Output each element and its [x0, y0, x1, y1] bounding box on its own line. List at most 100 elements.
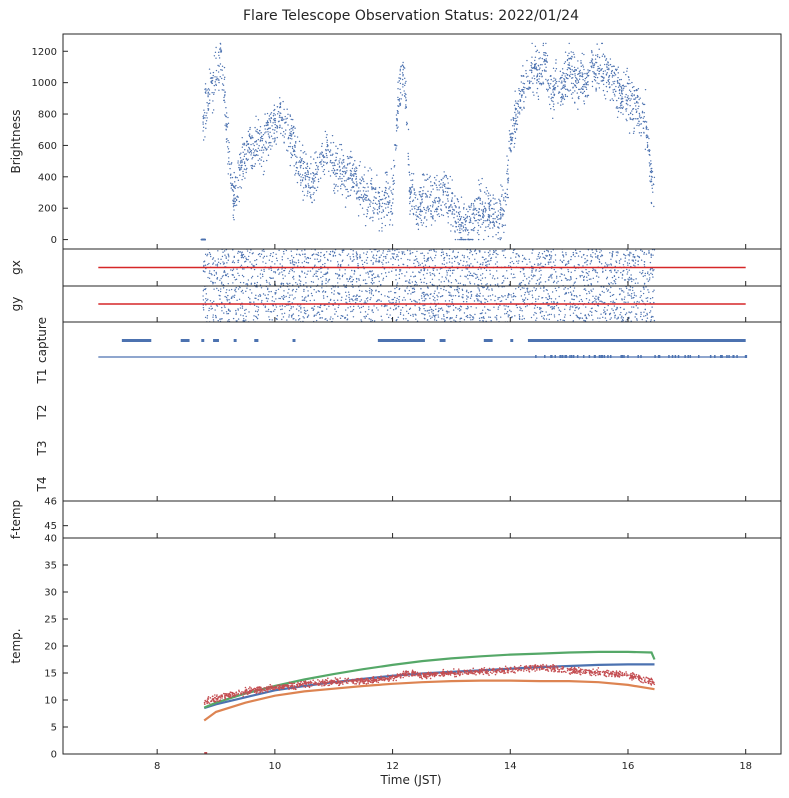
gx-point	[588, 287, 589, 288]
gx-point	[290, 255, 293, 257]
gx-point	[376, 250, 379, 253]
brightness-point	[228, 157, 230, 159]
gy-point	[478, 288, 480, 290]
brightness-point	[287, 136, 290, 139]
brightness-point	[562, 84, 565, 87]
brightness-point	[273, 132, 275, 134]
brightness-point	[648, 162, 651, 164]
gx-point	[538, 270, 540, 272]
brightness-point	[470, 204, 473, 206]
brightness-point	[355, 193, 358, 195]
gy-point	[477, 323, 478, 324]
brightness-point	[313, 199, 316, 201]
brightness-point	[442, 191, 445, 194]
brightness-point	[496, 221, 498, 224]
brightness-point	[347, 177, 350, 179]
brightness-point	[282, 131, 285, 133]
brightness-point	[568, 62, 570, 64]
gx-point	[537, 247, 538, 248]
gy-point	[526, 291, 529, 293]
brightness-point	[221, 89, 223, 91]
gx-point	[567, 262, 570, 264]
brightness-point	[575, 81, 577, 83]
gx-point	[327, 281, 329, 283]
gx-point	[461, 269, 463, 271]
brightness-point	[251, 158, 253, 160]
gx-point	[278, 249, 280, 252]
gx-point	[212, 283, 214, 285]
brightness-point	[504, 200, 507, 202]
brightness-point	[514, 111, 516, 114]
brightness-point	[377, 200, 380, 202]
brightness-point	[392, 193, 394, 195]
gx-point	[465, 265, 467, 267]
gx-point	[574, 281, 576, 283]
gx-point	[359, 257, 361, 259]
gy-point	[403, 296, 405, 299]
gx-point	[338, 253, 340, 256]
gx-point	[469, 252, 471, 254]
brightness-point	[241, 159, 243, 161]
gx-point	[587, 284, 589, 286]
brightness-point	[237, 186, 239, 189]
gx-point	[316, 270, 319, 273]
gx-point	[551, 273, 553, 276]
brightness-point	[506, 155, 508, 157]
brightness-point	[254, 140, 257, 143]
brightness-point	[295, 169, 297, 172]
brightness-point	[290, 152, 292, 154]
brightness-point	[639, 117, 642, 119]
gx-point	[626, 262, 629, 264]
brightness-point	[552, 91, 554, 93]
brightness-point	[273, 109, 275, 112]
brightness-point	[302, 160, 305, 163]
brightness-point	[370, 180, 372, 182]
brightness-point	[622, 106, 625, 108]
brightness-point	[342, 171, 345, 173]
brightness-point	[596, 43, 598, 45]
gx-point	[482, 262, 484, 264]
brightness-point	[266, 120, 269, 122]
brightness-point	[523, 92, 525, 94]
brightness-point	[492, 221, 494, 224]
brightness-point	[642, 103, 645, 106]
gy-point	[500, 316, 502, 318]
gx-point	[641, 272, 644, 274]
gy-point	[220, 318, 222, 320]
brightness-point	[202, 130, 204, 132]
gx-point	[451, 257, 453, 260]
brightness-point	[203, 117, 205, 119]
brightness-point	[543, 54, 545, 56]
gy-point	[335, 310, 337, 313]
gx-point	[531, 252, 533, 254]
gx-point	[259, 277, 262, 279]
brightness-point	[555, 80, 558, 83]
gy-point	[465, 315, 467, 318]
gy-point	[225, 291, 227, 294]
brightness-point	[433, 176, 436, 179]
brightness-point	[333, 183, 335, 185]
brightness-point	[500, 195, 503, 198]
gx-point	[224, 254, 226, 256]
brightness-point	[532, 91, 534, 93]
gx-point	[338, 273, 340, 276]
brightness-point	[530, 80, 532, 83]
brightness-point	[348, 163, 350, 165]
brightness-point	[617, 97, 620, 99]
gy-point	[426, 293, 429, 295]
gx-point	[630, 252, 632, 254]
gy-point	[409, 314, 412, 317]
gy-point	[408, 308, 411, 311]
brightness-point	[479, 199, 481, 201]
brightness-point	[420, 214, 422, 216]
gy-point	[541, 296, 544, 299]
brightness-point	[314, 152, 316, 154]
brightness-point	[291, 154, 294, 157]
gx-point	[565, 263, 567, 266]
brightness-point	[297, 172, 299, 175]
brightness-point	[350, 173, 352, 175]
brightness-point	[570, 51, 572, 53]
gx-point	[421, 252, 424, 254]
brightness-point	[326, 139, 329, 141]
brightness-point	[593, 66, 595, 69]
